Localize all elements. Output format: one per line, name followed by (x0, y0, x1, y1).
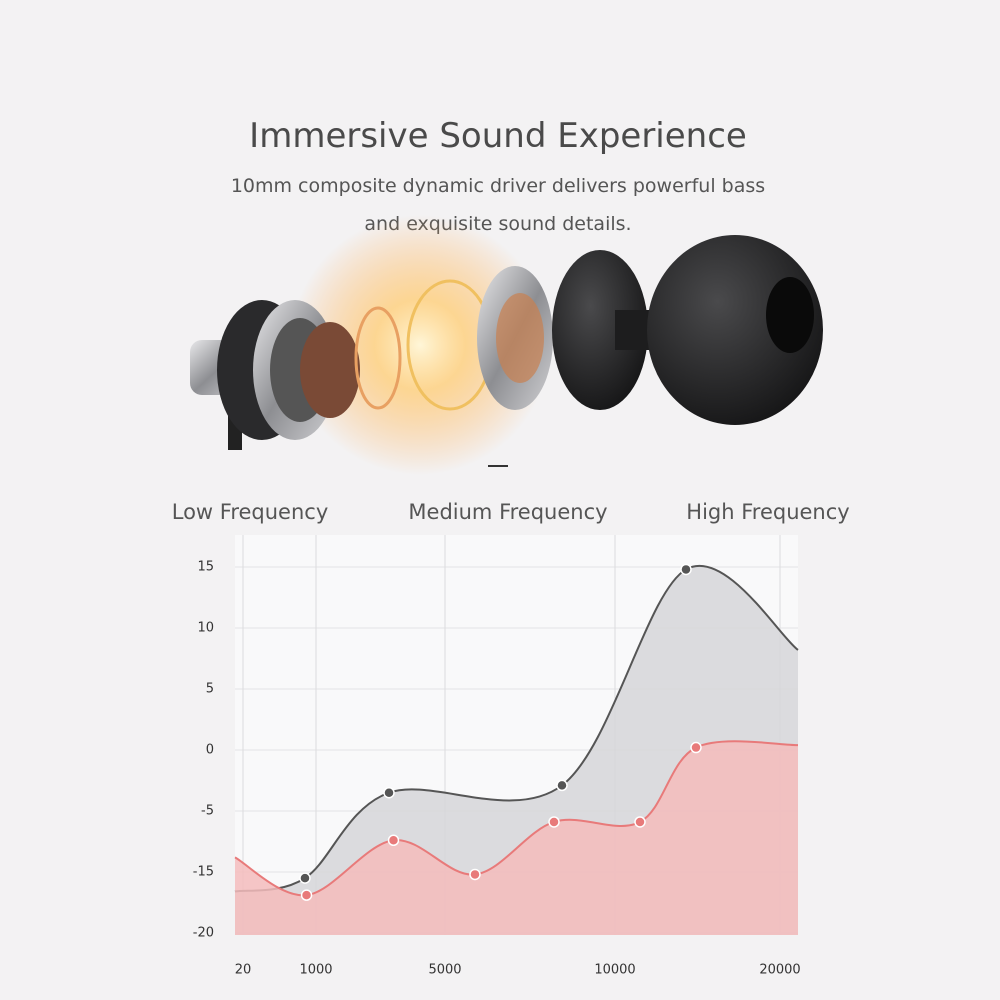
point (299, 872, 311, 884)
subtitle: 10mm composite dynamic driver delivers p… (231, 175, 765, 197)
band-label: High Frequency (686, 500, 849, 524)
plot: 15 10 5 0 -5 -15 -20 20 1000 5000 10000 20000 (193, 535, 801, 978)
band-label: Low Frequency (172, 500, 329, 524)
x-tick-label: 1000 (299, 963, 332, 978)
y-tick-label: 15 (197, 560, 214, 575)
point (690, 741, 702, 754)
x-tick-label: 20000 (759, 963, 800, 978)
y-tick-label: 10 (197, 621, 214, 636)
point (469, 868, 481, 881)
x-tick-label: 5000 (428, 963, 461, 978)
x-tick-label: 10000 (594, 963, 635, 978)
y-tick-label: -5 (201, 804, 214, 819)
y-tick-label: 0 (206, 743, 214, 758)
area (235, 741, 798, 935)
title: Immersive Sound Experience (249, 116, 747, 156)
point (548, 816, 560, 828)
y-tick-label: -20 (193, 926, 214, 941)
point (383, 786, 395, 799)
point (300, 889, 313, 901)
y-tick-label: 5 (206, 682, 214, 697)
x-tick-label: 20 (235, 963, 252, 978)
earphone-illustration (190, 215, 823, 475)
point (680, 563, 692, 576)
point (556, 779, 568, 792)
band-label: Medium Frequency (408, 500, 607, 524)
line (234, 740, 799, 897)
point (387, 834, 400, 847)
point (634, 816, 646, 828)
y-tick-label: -15 (193, 865, 214, 880)
line (234, 565, 799, 893)
